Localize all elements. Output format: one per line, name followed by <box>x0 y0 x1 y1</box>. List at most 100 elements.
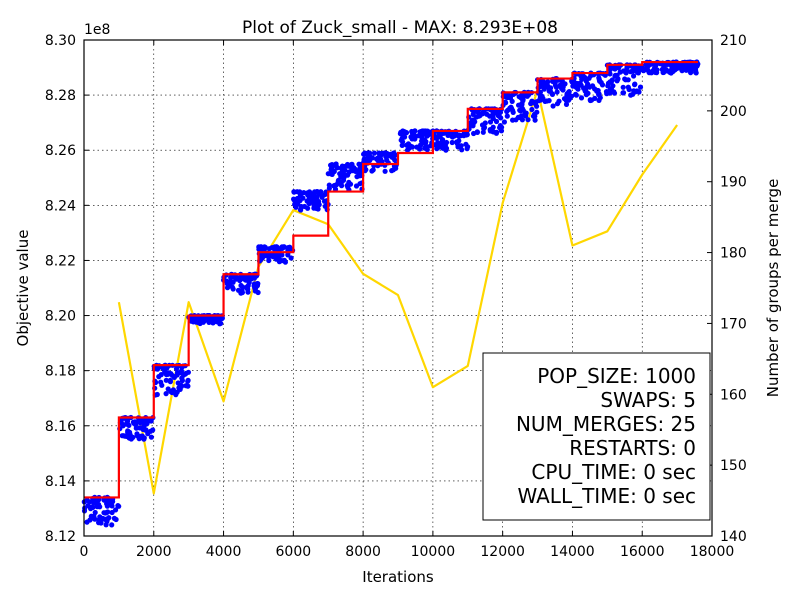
population-point <box>631 73 637 79</box>
population-point <box>138 425 144 431</box>
population-point <box>490 116 496 122</box>
population-point <box>335 177 342 183</box>
population-point <box>550 78 556 84</box>
population-point <box>566 90 572 96</box>
population-point <box>200 319 206 325</box>
population-point <box>233 276 239 282</box>
population-point <box>163 377 169 383</box>
x-tick-label: 8000 <box>345 544 381 560</box>
population-point <box>456 138 462 144</box>
info-line-wall-time: WALL_TIME: 0 sec <box>517 484 696 508</box>
population-point <box>311 205 317 211</box>
population-point <box>529 98 535 105</box>
population-point <box>339 168 345 174</box>
population-point <box>632 89 638 95</box>
population-point <box>607 71 613 77</box>
population-point <box>171 374 177 380</box>
population-point <box>328 171 334 177</box>
population-point <box>586 75 592 81</box>
population-point <box>424 133 430 139</box>
population-point <box>263 252 269 258</box>
population-point <box>279 252 285 258</box>
population-point <box>519 117 526 123</box>
population-point <box>357 181 363 187</box>
population-point <box>167 377 173 383</box>
population-point <box>266 246 272 252</box>
population-point <box>417 146 423 152</box>
population-point <box>509 98 515 104</box>
population-point <box>298 207 304 213</box>
population-point <box>382 168 388 174</box>
population-point <box>311 196 317 202</box>
population-point <box>610 83 616 89</box>
population-point <box>168 371 174 377</box>
population-point <box>170 387 176 393</box>
population-point <box>498 115 504 121</box>
population-point <box>609 77 615 83</box>
population-point <box>605 83 611 89</box>
population-point <box>540 79 547 85</box>
population-point <box>126 422 132 428</box>
y-tick-label: 8.22 <box>45 253 76 269</box>
groups-per-merge-layer <box>117 88 679 495</box>
population-point <box>563 101 570 107</box>
population-point <box>482 120 488 126</box>
population-point <box>97 514 103 520</box>
y-axis-right: 140 150 160 170 180 190 200 210 <box>707 33 747 545</box>
population-point <box>587 84 593 90</box>
population-point <box>623 77 629 83</box>
population-point <box>279 245 285 251</box>
population-point <box>559 78 565 84</box>
population-point <box>693 63 700 69</box>
population-point <box>545 79 551 85</box>
population-point <box>577 80 583 86</box>
population-point <box>594 88 600 94</box>
population-point <box>239 287 245 293</box>
population-point <box>183 370 189 376</box>
plot-frame <box>83 39 713 537</box>
population-point <box>461 133 467 139</box>
x-tick-label: 16000 <box>620 544 665 560</box>
population-point <box>421 128 427 134</box>
population-point <box>578 95 585 101</box>
population-point <box>623 70 629 76</box>
population-point <box>159 382 165 388</box>
population-point <box>550 103 556 109</box>
population-point <box>374 156 380 162</box>
population-point <box>627 69 634 75</box>
population-point <box>532 117 538 123</box>
y-tick-label: 8.30 <box>45 33 76 49</box>
population-point <box>556 98 562 104</box>
population-point <box>318 189 324 195</box>
population-point <box>408 134 414 140</box>
population-point <box>522 93 528 99</box>
population-point <box>504 113 510 119</box>
y-tick-label: 8.16 <box>45 419 76 435</box>
population-point <box>243 277 249 283</box>
population-point <box>349 161 355 167</box>
y-tick-label: 8.14 <box>45 474 76 490</box>
population-point <box>301 203 308 210</box>
population-point <box>611 89 617 95</box>
population-point <box>90 504 96 510</box>
population-point <box>470 123 476 129</box>
info-line-swaps: SWAPS: 5 <box>600 388 696 412</box>
population-point <box>224 285 231 291</box>
population-point <box>341 175 347 181</box>
population-point <box>413 133 419 140</box>
population-point <box>579 76 585 82</box>
population-point <box>301 190 307 196</box>
population-point <box>510 109 516 115</box>
population-point <box>294 189 300 195</box>
x-tick-label: 2000 <box>136 544 172 560</box>
population-point <box>637 84 644 90</box>
population-point <box>493 110 499 116</box>
population-point <box>516 102 522 108</box>
y2-tick-label: 190 <box>720 175 747 191</box>
population-point <box>178 382 184 388</box>
population-point <box>156 374 162 380</box>
info-line-num-merges: NUM_MERGES: 25 <box>516 412 696 436</box>
population-point <box>472 119 478 125</box>
population-point <box>628 92 634 98</box>
population-point <box>365 157 372 163</box>
